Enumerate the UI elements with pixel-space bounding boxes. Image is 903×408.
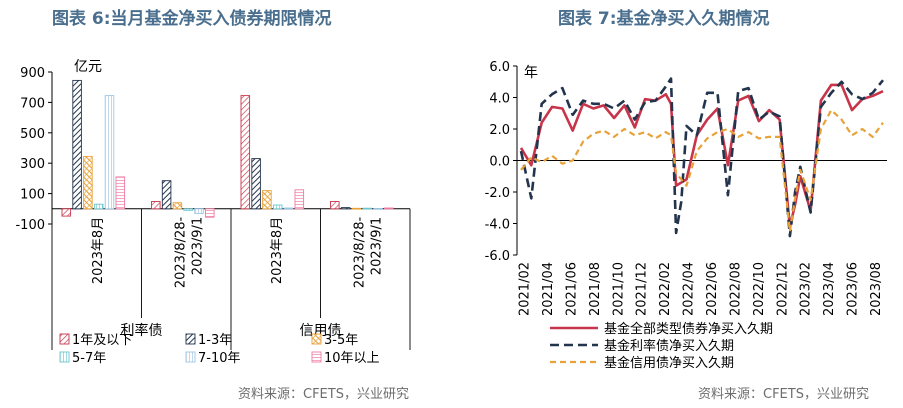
chart7-y-tick-label: -2.0: [485, 186, 510, 201]
chart7-x-tick-label: 2023/02: [799, 262, 814, 316]
chart6-legend-swatch: [185, 351, 196, 363]
chart7-source: 资料来源：CFETS，兴业研究: [698, 387, 869, 402]
chart6-bar: [340, 207, 351, 210]
chart6-legend-swatch: [311, 333, 322, 345]
chart7-y-tick-label: 0.0: [489, 155, 510, 170]
chart6-bar: [161, 180, 172, 210]
chart6-y-tick-label: 300: [20, 157, 45, 172]
chart6-legend-swatch: [311, 351, 322, 363]
chart6-bar: [373, 208, 383, 210]
chart6-bar: [83, 155, 93, 210]
chart6-bar: [294, 189, 305, 210]
chart6-category-label: 2023/8/28- 2023/9/1: [173, 217, 205, 289]
chart6-bar: [172, 202, 183, 210]
chart7-x-tick-label: 2021/12: [635, 262, 650, 316]
chart6-legend-swatch: [59, 333, 70, 345]
chart6-bar: [330, 201, 340, 210]
chart7-x-tick-label: 2021/10: [611, 262, 626, 316]
chart6-bar: [251, 158, 261, 210]
chart7-series-line: [520, 109, 884, 233]
chart6-category-label: 2023/8/28- 2023/9/1: [352, 217, 384, 289]
chart7-legend-label: 基金全部类型债券净买入久期: [604, 321, 773, 337]
chart7-title: 图表 7:基金净买入久期情况: [558, 9, 770, 29]
chart6-legend-label: 3-5年: [324, 333, 358, 348]
chart6-y-tick-label: 100: [20, 188, 45, 203]
chart6-bar: [362, 207, 372, 210]
chart6-legend-label: 1年及以下: [72, 333, 132, 348]
chart6-legend-label: 7-10年: [198, 351, 241, 366]
chart7-x-tick-label: 2023/04: [822, 262, 837, 316]
chart7-y-tick-label: -6.0: [485, 249, 510, 264]
chart6-title: 图表 6:当月基金净买入债券期限情况: [52, 9, 332, 29]
chart6-bar: [194, 208, 204, 214]
chart6-bar: [283, 207, 294, 210]
chart7-y-tick-label: 4.0: [489, 92, 510, 107]
chart6-legend-label: 1-3年: [198, 333, 232, 348]
chart6-plot: -100 100 300 500 700 900 亿元 2023年8月 2023/8/28- 20…: [15, 59, 411, 366]
chart6-unit-label: 亿元: [74, 59, 102, 75]
chart6-bar: [104, 95, 115, 210]
chart7-x-tick-label: 2021/08: [588, 262, 603, 316]
chart7-x-tick-label: 2022/12: [775, 262, 790, 316]
chart7-x-tick-label: 2022/04: [682, 262, 697, 316]
chart6-group-label: 利率债: [121, 322, 163, 339]
chart6-bar: [384, 207, 394, 210]
chart6-category-label: 2023年8月: [270, 217, 285, 284]
chart6-bar: [93, 203, 104, 210]
chart7-x-tick-label: 2022/02: [658, 262, 673, 316]
chart6-source: 资料来源：CFETS，兴业研究: [238, 387, 409, 402]
chart7-y-tick-label: 6.0: [489, 60, 510, 75]
chart6-bar: [272, 204, 283, 210]
chart7-series-line: [519, 77, 885, 238]
chart7-x-tick-label: 2023/08: [869, 262, 884, 316]
chart7-series-line: [519, 83, 884, 228]
chart7-x-tick-label: 2022/06: [705, 262, 720, 316]
chart6-category-label: 2023年8月: [91, 217, 106, 284]
chart6-legend-label: 10年以上: [324, 351, 380, 366]
chart6-y-tick-label: 700: [20, 96, 45, 111]
chart6-y-tick-label: 900: [20, 66, 45, 81]
chart6-bar: [351, 207, 362, 210]
chart7-legend-label: 基金利率债净买入久期: [604, 338, 734, 354]
chart7-y-tick-label: 2.0: [489, 123, 510, 138]
chart7-x-tick-label: 2021/02: [518, 262, 533, 316]
chart7-x-tick-label: 2022/10: [752, 262, 767, 316]
chart6-bar: [183, 208, 193, 211]
chart7-legend-label: 基金信用债净买入久期: [604, 355, 734, 371]
chart6-bar: [61, 208, 72, 217]
chart6-legend-swatch: [59, 351, 70, 363]
chart6-bar: [240, 95, 251, 210]
chart7-unit-label: 年: [524, 65, 538, 81]
chart7-x-tick-label: 2022/08: [728, 262, 743, 316]
chart6-group-label: 信用债: [300, 323, 342, 339]
chart7-x-tick-label: 2021/04: [541, 262, 556, 316]
chart6-bar: [151, 201, 161, 210]
chart6-y-tick-label: -100: [15, 218, 45, 233]
chart7-y-tick-label: -4.0: [485, 218, 510, 233]
chart6-bar: [262, 190, 272, 210]
chart7-x-tick-label: 2023/06: [846, 262, 861, 316]
chart6-bar: [72, 79, 82, 210]
chart6-bar: [115, 176, 126, 210]
chart6-legend-label: 5-7年: [72, 351, 106, 366]
chart7-x-tick-label: 2021/06: [564, 262, 579, 316]
chart6-y-tick-label: 500: [20, 127, 45, 142]
chart7-plot: 6.0 4.0 2.0 0.0 -2.0 -4.0 -6.0 年 2021/02 2021/04 2…: [485, 60, 887, 371]
chart6-legend-swatch: [185, 333, 196, 345]
chart6-bar: [205, 208, 215, 218]
